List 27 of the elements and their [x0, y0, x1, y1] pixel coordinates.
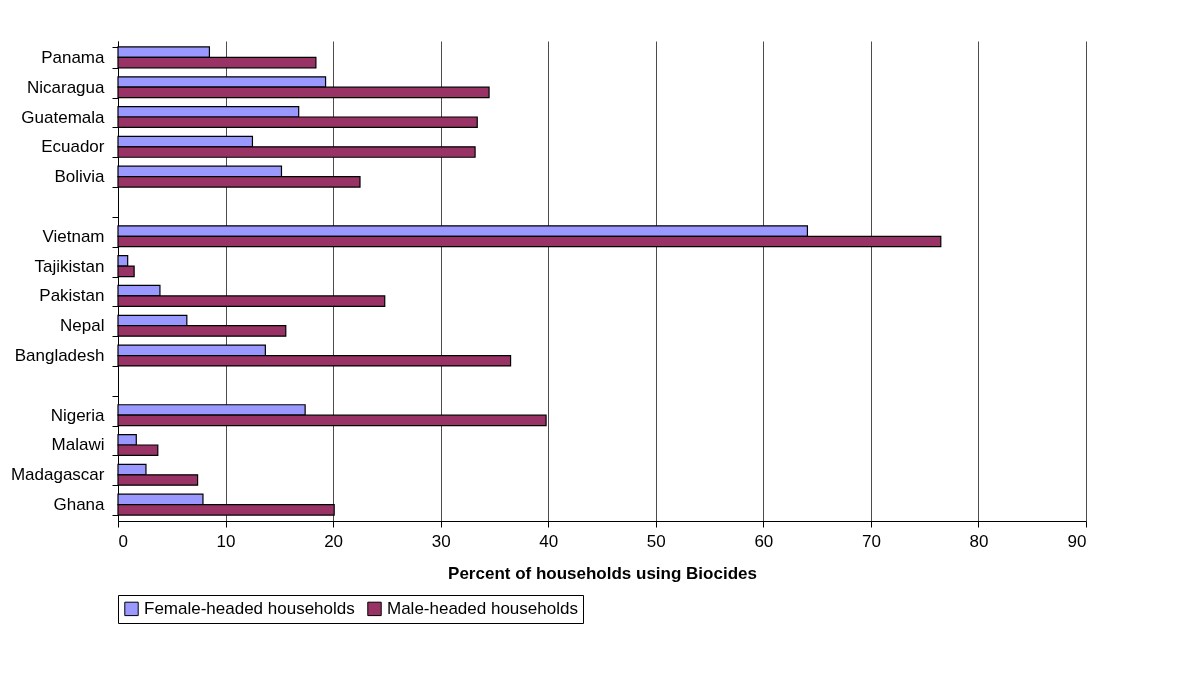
y-tick-label: Ecuador: [41, 137, 105, 157]
y-tick-label: Madagascar: [10, 465, 105, 485]
y-tick-label: Tajikistan: [34, 256, 105, 276]
y-tick-label: Bangladesh: [14, 346, 105, 366]
y-tick-label: Vietnam: [42, 226, 105, 246]
y-tick-label: Bolivia: [54, 167, 106, 187]
y-tick-label: Pakistan: [39, 286, 105, 306]
y-tick-label: Nigeria: [50, 405, 106, 425]
legend-label: Female-headed households: [144, 598, 355, 618]
y-tick-label: Nepal: [60, 316, 105, 336]
y-tick-label: Guatemala: [21, 107, 106, 127]
y-tick-label: Ghana: [53, 495, 106, 515]
y-tick-label: Nicaragua: [27, 77, 106, 97]
x-tick-label: 50: [646, 531, 666, 551]
x-tick-label: 40: [539, 531, 559, 551]
x-tick-label: 20: [324, 531, 344, 551]
legend-label: Male-headed households: [387, 598, 578, 618]
y-tick-label: Malawi: [51, 435, 105, 455]
x-tick-label: 10: [216, 531, 236, 551]
x-tick-label: 60: [754, 531, 774, 551]
x-axis-title: Percent of households using Biocides: [448, 563, 757, 583]
y-tick-label: Panama: [41, 47, 106, 67]
x-tick-label: 80: [969, 531, 989, 551]
x-tick-label: 0: [118, 531, 128, 551]
x-tick-label: 90: [1067, 531, 1087, 551]
x-tick-label: 30: [431, 531, 451, 551]
x-tick-label: 70: [861, 531, 881, 551]
